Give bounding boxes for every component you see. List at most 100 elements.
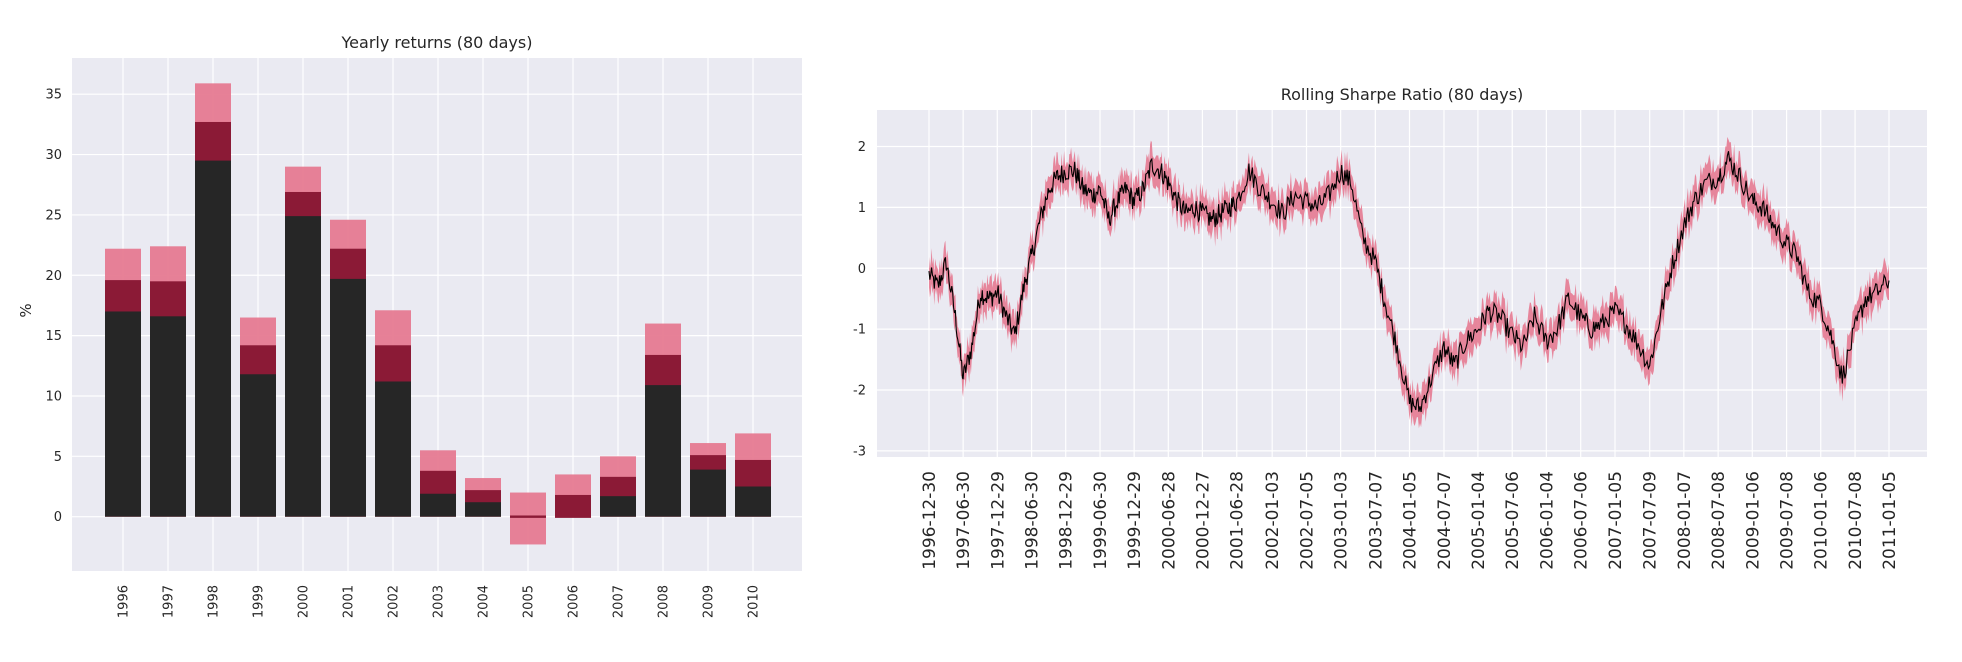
- bar-median-2001: [330, 278, 366, 517]
- x-tick-label: 2007-07-09: [1641, 471, 1661, 570]
- x-tick-label: 2003: [432, 585, 447, 618]
- bar-median-2003: [420, 493, 456, 517]
- x-tick-label: 2000-06-28: [1159, 471, 1179, 570]
- x-tick-label: 2002-07-05: [1298, 471, 1318, 570]
- x-tick-label: 2008-01-07: [1675, 471, 1695, 570]
- bar-median-1997: [150, 316, 186, 517]
- rolling-sharpe-grid: [877, 110, 1927, 457]
- bar-inner-2006: [555, 494, 591, 517]
- x-tick-label: 2002-01-03: [1263, 471, 1283, 570]
- y-tick-label: -2: [853, 384, 866, 399]
- rolling-sharpe-band: [929, 136, 1889, 429]
- yearly-returns-chart: 0 5 10 15 20 25 30 35 1996 1997 1998 1999 2000 2001 2…: [17, 33, 802, 618]
- bar-median-2007: [600, 496, 636, 517]
- y-tick-label: 1: [858, 201, 866, 216]
- x-tick-label: 2001-06-28: [1228, 471, 1248, 570]
- yearly-returns-y-ticks: 0 5 10 15 20 25 30 35: [45, 88, 62, 525]
- yearly-returns-y-label: %: [17, 303, 35, 317]
- y-tick-label: 10: [45, 389, 62, 404]
- bar-group-2003: [420, 450, 456, 517]
- x-tick-label: 1996-12-30: [920, 471, 940, 570]
- x-tick-label: 2003-01-03: [1332, 471, 1352, 570]
- x-tick-label: 2011-01-05: [1880, 471, 1900, 570]
- y-tick-label: -1: [853, 323, 866, 338]
- x-tick-label: 1997-12-29: [988, 471, 1008, 570]
- x-tick-label: 1996: [117, 585, 132, 618]
- x-tick-label: 1998-06-30: [1023, 471, 1043, 570]
- x-tick-label: 1998-12-29: [1057, 471, 1077, 570]
- rolling-sharpe-line: [928, 151, 1890, 413]
- x-tick-label: 2009-01-06: [1743, 471, 1763, 570]
- x-tick-label: 2009: [702, 585, 717, 618]
- x-tick-label: 1997: [162, 585, 177, 618]
- rolling-sharpe-x-ticks: 1996-12-30 1997-06-30 1997-12-29 1998-06-30…: [920, 471, 1900, 570]
- y-tick-label: 15: [45, 329, 62, 344]
- x-tick-label: 2005: [522, 585, 537, 618]
- x-tick-label: 2007: [612, 585, 627, 618]
- y-tick-label: 30: [45, 148, 62, 163]
- x-tick-label: 2006-07-06: [1572, 471, 1592, 570]
- yearly-returns-title: Yearly returns (80 days): [341, 33, 533, 52]
- x-tick-label: 1999: [252, 585, 267, 618]
- x-tick-label: 2005-01-04: [1469, 471, 1489, 570]
- y-tick-label: 5: [54, 450, 62, 465]
- bar-group-2005: [510, 492, 546, 545]
- bar-group-1999: [240, 317, 276, 517]
- rolling-sharpe-title: Rolling Sharpe Ratio (80 days): [1281, 85, 1524, 104]
- bar-median-2008: [645, 385, 681, 517]
- x-tick-label: 2004-07-07: [1435, 471, 1455, 570]
- x-tick-label: 1999-12-29: [1125, 471, 1145, 570]
- x-tick-label: 2006: [567, 585, 582, 618]
- bar-group-2000: [285, 166, 321, 517]
- y-tick-label: 0: [54, 510, 62, 525]
- x-tick-label: 2005-07-06: [1503, 471, 1523, 570]
- x-tick-label: 2001: [342, 585, 357, 618]
- x-tick-label: 1999-06-30: [1091, 471, 1111, 570]
- x-tick-label: 2010: [747, 585, 762, 618]
- bar-group-2009: [690, 443, 726, 517]
- bar-outer-2005: [510, 492, 546, 545]
- bar-median-2009: [690, 469, 726, 517]
- bar-group-2002: [375, 310, 411, 517]
- y-tick-label: 2: [858, 140, 866, 155]
- x-tick-label: 1998: [207, 585, 222, 618]
- bar-median-1998: [195, 160, 231, 517]
- bar-median-2010: [735, 486, 771, 517]
- x-tick-label: 2010-07-08: [1846, 471, 1866, 570]
- x-tick-label: 2000-12-27: [1193, 471, 1213, 570]
- x-tick-label: 2009-07-08: [1778, 471, 1798, 570]
- bar-group-1998: [195, 83, 231, 517]
- y-tick-label: 35: [45, 88, 62, 103]
- bar-median-1996: [105, 311, 141, 517]
- bar-median-2004: [465, 502, 501, 517]
- x-tick-label: 2008-07-08: [1709, 471, 1729, 570]
- bar-median-1999: [240, 374, 276, 517]
- bar-group-2007: [600, 456, 636, 517]
- x-tick-label: 2004: [477, 585, 492, 618]
- y-tick-label: 25: [45, 208, 62, 223]
- x-tick-label: 2007-01-05: [1606, 471, 1626, 570]
- rolling-sharpe-y-ticks: -3 -2 -1 0 1 2: [853, 140, 866, 459]
- x-tick-label: 2008: [657, 585, 672, 618]
- x-tick-label: 1997-06-30: [954, 471, 974, 570]
- bar-group-1996: [105, 248, 141, 517]
- y-tick-label: 20: [45, 269, 62, 284]
- x-tick-label: 2006-01-04: [1537, 471, 1557, 570]
- bar-median-2006: [555, 515, 591, 518]
- x-tick-label: 2002: [387, 585, 402, 618]
- rolling-sharpe-plot-area: [877, 110, 1927, 457]
- x-tick-label: 2010-01-06: [1812, 471, 1832, 570]
- bar-median-2000: [285, 216, 321, 517]
- rolling-sharpe-chart: -3 -2 -1 0 1 2 1996-12-30 1997-06-30 1997-12-29…: [853, 85, 1927, 570]
- bar-median-2002: [375, 381, 411, 517]
- bar-group-2006: [555, 474, 591, 518]
- x-tick-label: 2004-01-05: [1400, 471, 1420, 570]
- x-tick-label: 2000: [297, 585, 312, 618]
- bar-median-2005: [510, 515, 546, 518]
- bar-group-1997: [150, 246, 186, 517]
- bar-group-2004: [465, 478, 501, 517]
- y-tick-label: 0: [858, 262, 866, 277]
- bar-group-2008: [645, 323, 681, 517]
